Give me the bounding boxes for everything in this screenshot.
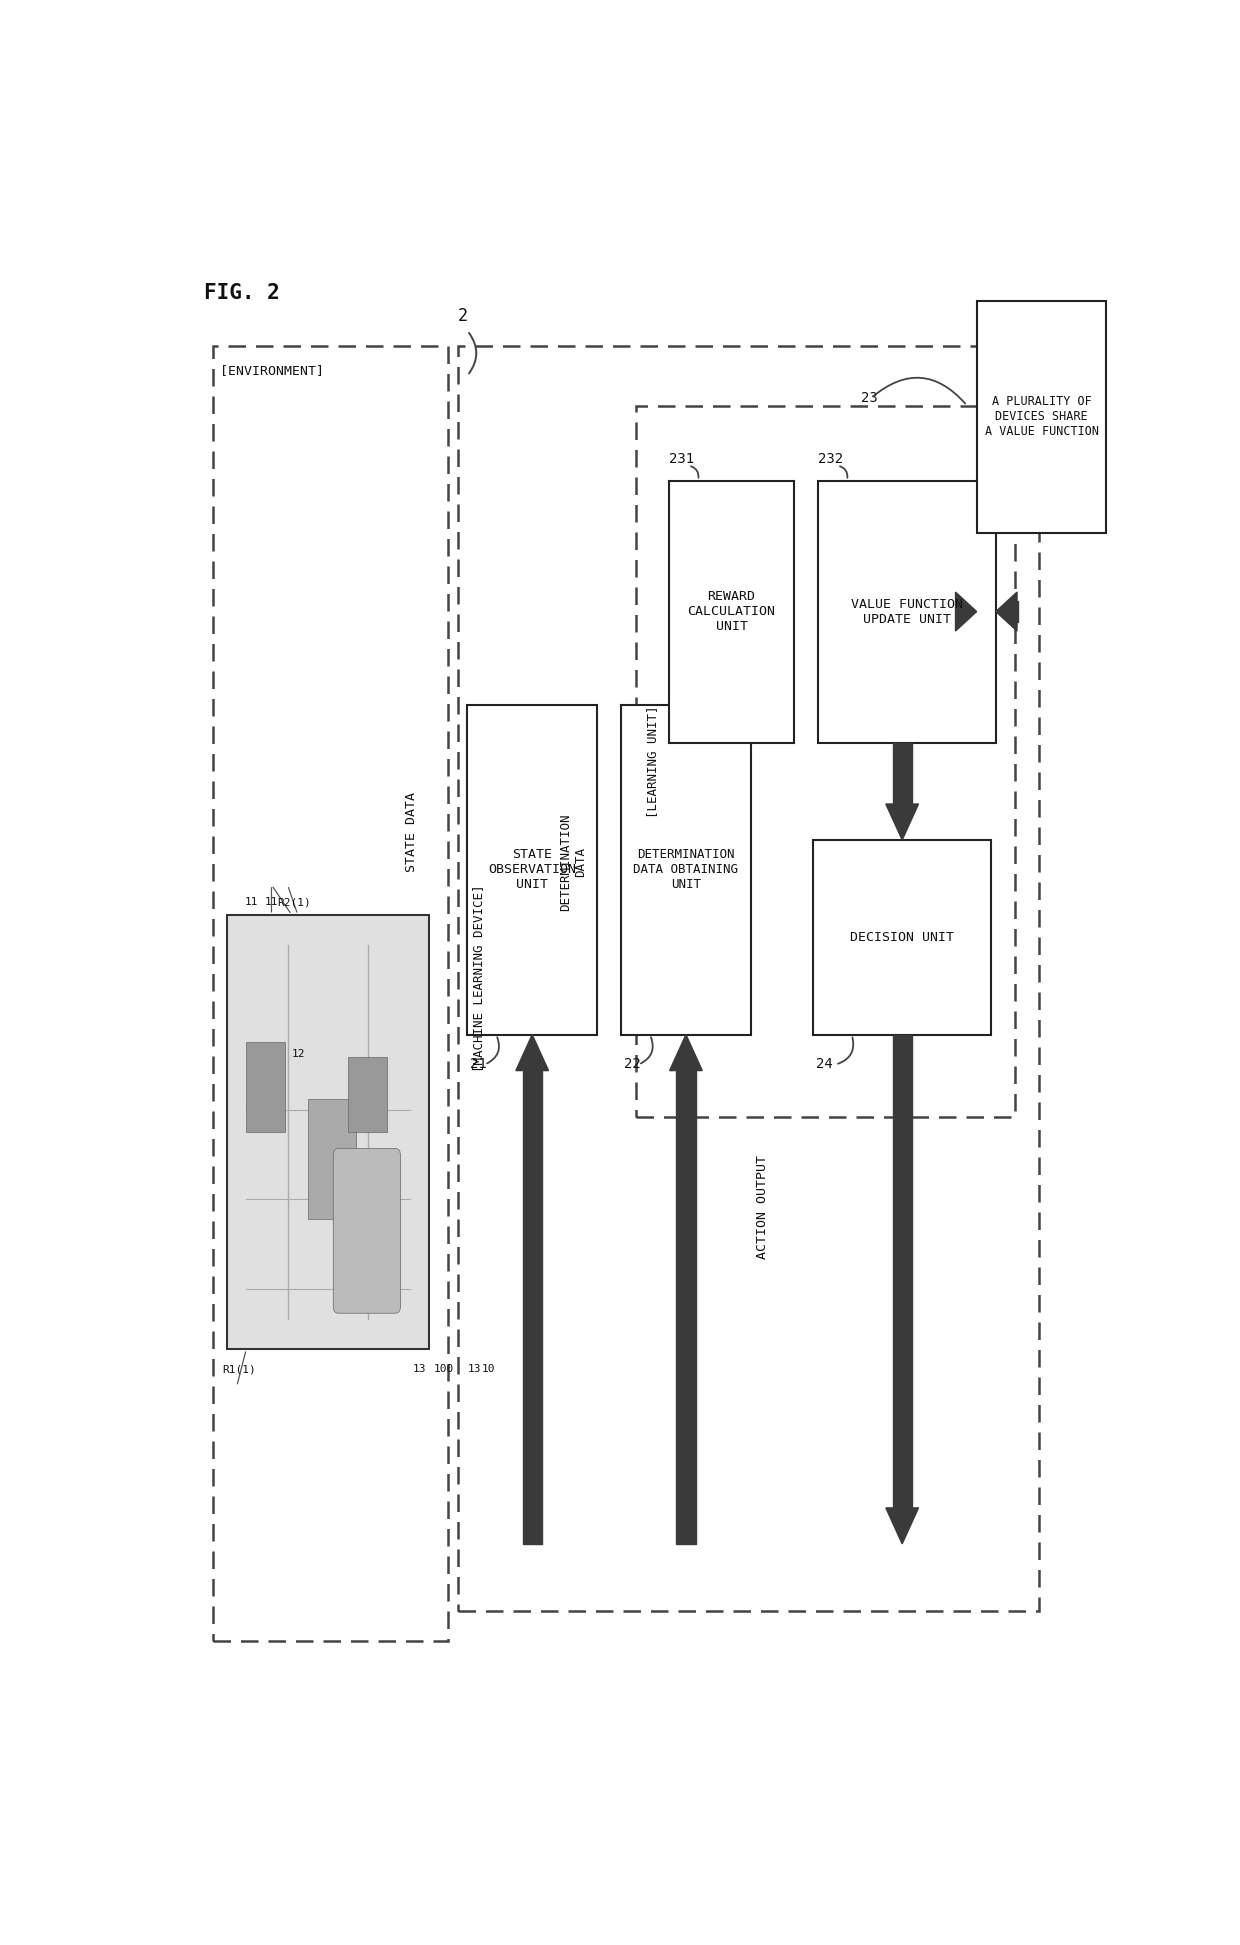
Text: [ENVIRONMENT]: [ENVIRONMENT] [221,364,325,377]
Text: 23: 23 [862,391,878,405]
Text: STATE DATA: STATE DATA [405,792,418,873]
Text: 22: 22 [624,1058,641,1072]
Polygon shape [670,1035,702,1070]
Text: DECISION UNIT: DECISION UNIT [851,932,954,943]
Text: 13: 13 [467,1363,481,1373]
Text: A PLURALITY OF
DEVICES SHARE
A VALUE FUNCTION: A PLURALITY OF DEVICES SHARE A VALUE FUN… [985,395,1099,438]
Text: REWARD
CALCULATION
UNIT: REWARD CALCULATION UNIT [688,589,775,632]
Text: 11: 11 [244,897,258,908]
Text: STATE
OBSERVATION
UNIT: STATE OBSERVATION UNIT [489,848,577,891]
Bar [893,743,911,803]
Bar [467,706,596,1035]
Bar [977,301,1106,533]
Text: DETERMINATION
DATA: DETERMINATION DATA [559,813,587,910]
Polygon shape [516,1035,548,1070]
Bar [227,914,429,1350]
Text: 100: 100 [434,1363,454,1373]
Bar [458,346,1039,1610]
Text: 11: 11 [264,897,278,908]
Text: FIG. 2: FIG. 2 [203,284,279,303]
Text: 12: 12 [291,1048,305,1058]
Bar [635,407,1016,1116]
Bar [213,346,448,1642]
Bar [308,1099,356,1220]
Text: R1(1): R1(1) [222,1363,255,1373]
Bar [818,480,996,743]
Text: DETERMINATION
DATA OBTAINING
UNIT: DETERMINATION DATA OBTAINING UNIT [634,848,739,891]
Bar [813,840,991,1035]
Bar [522,1070,542,1544]
Bar [676,1070,696,1544]
Text: 24: 24 [816,1058,833,1072]
Bar [621,706,751,1035]
Text: [LEARNING UNIT]: [LEARNING UNIT] [646,706,660,817]
Text: 21: 21 [470,1058,487,1072]
Text: 13: 13 [413,1363,427,1373]
Text: R2(1): R2(1) [278,897,311,908]
Bar [670,480,794,743]
Bar [247,1043,285,1132]
Text: [MACHINE LEARNING DEVICE]: [MACHINE LEARNING DEVICE] [472,885,485,1072]
Polygon shape [956,591,977,630]
Bar [893,1035,911,1507]
Text: ACTION OUTPUT: ACTION OUTPUT [756,1155,769,1258]
Polygon shape [885,803,919,840]
Text: 231: 231 [670,451,694,465]
FancyBboxPatch shape [334,1148,401,1313]
Text: VALUE FUNCTION
UPDATE UNIT: VALUE FUNCTION UPDATE UNIT [851,597,963,626]
Text: 10: 10 [481,1363,495,1373]
Bar [348,1058,387,1132]
Text: 2: 2 [458,307,467,325]
Polygon shape [996,591,1017,630]
Polygon shape [885,1507,919,1544]
Text: 232: 232 [818,451,843,465]
